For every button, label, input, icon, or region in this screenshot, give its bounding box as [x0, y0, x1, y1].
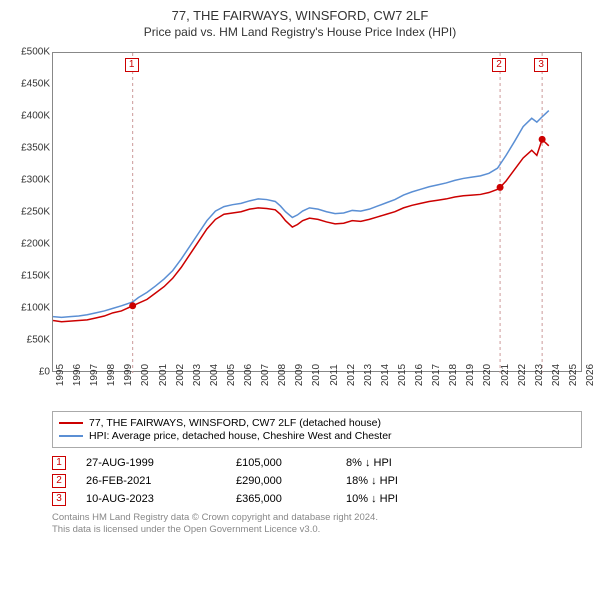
x-tick-label: 2022 [517, 364, 528, 386]
y-tick-label: £50K [27, 335, 50, 346]
sale-diff: 8% ↓ HPI [346, 457, 456, 469]
x-tick-label: 2017 [431, 364, 442, 386]
legend-item-hpi: HPI: Average price, detached house, Ches… [59, 430, 575, 442]
x-tick-label: 2013 [363, 364, 374, 386]
title-area: 77, THE FAIRWAYS, WINSFORD, CW7 2LF Pric… [10, 8, 590, 39]
x-tick-label: 1996 [72, 364, 83, 386]
chart: £0 £50K £100K £150K £200K £250K £300K £350K £400… [10, 47, 590, 407]
plot-svg [53, 53, 583, 373]
attribution: Contains HM Land Registry data © Crown c… [52, 512, 590, 537]
sale-date: 26-FEB-2021 [86, 475, 236, 487]
x-tick-label: 2026 [585, 364, 596, 386]
x-tick-label: 2018 [448, 364, 459, 386]
y-tick-label: £150K [21, 271, 50, 282]
legend-label: HPI: Average price, detached house, Ches… [89, 430, 392, 442]
x-tick-label: 2008 [277, 364, 288, 386]
y-tick-label: £250K [21, 207, 50, 218]
chart-subtitle: Price paid vs. HM Land Registry's House … [10, 25, 590, 39]
y-tick-label: £350K [21, 143, 50, 154]
sales-table: 1 27-AUG-1999 £105,000 8% ↓ HPI 2 26-FEB… [52, 456, 582, 506]
sale-price: £290,000 [236, 475, 346, 487]
y-tick-label: £100K [21, 303, 50, 314]
x-tick-label: 2016 [414, 364, 425, 386]
x-tick-label: 2010 [311, 364, 322, 386]
x-tick-label: 2009 [294, 364, 305, 386]
x-tick-label: 2006 [243, 364, 254, 386]
sale-marker-box: 3 [534, 58, 548, 72]
y-tick-label: £300K [21, 175, 50, 186]
y-tick-label: £450K [21, 79, 50, 90]
x-tick-label: 2020 [482, 364, 493, 386]
x-tick-label: 2023 [534, 364, 545, 386]
x-tick-label: 2005 [226, 364, 237, 386]
x-tick-label: 2001 [158, 364, 169, 386]
attribution-line: This data is licensed under the Open Gov… [52, 524, 590, 536]
sales-row: 1 27-AUG-1999 £105,000 8% ↓ HPI [52, 456, 582, 470]
x-tick-label: 2014 [380, 364, 391, 386]
sales-row: 3 10-AUG-2023 £365,000 10% ↓ HPI [52, 492, 582, 506]
x-tick-label: 1998 [106, 364, 117, 386]
x-tick-label: 2012 [346, 364, 357, 386]
x-tick-label: 2003 [192, 364, 203, 386]
attribution-line: Contains HM Land Registry data © Crown c… [52, 512, 590, 524]
x-tick-label: 2004 [209, 364, 220, 386]
sale-diff: 10% ↓ HPI [346, 493, 456, 505]
plot-area [52, 52, 582, 372]
chart-title: 77, THE FAIRWAYS, WINSFORD, CW7 2LF [10, 8, 590, 23]
x-tick-label: 2024 [551, 364, 562, 386]
x-tick-label: 2011 [329, 364, 340, 386]
y-tick-label: £400K [21, 111, 50, 122]
x-tick-label: 1997 [89, 364, 100, 386]
sale-diff: 18% ↓ HPI [346, 475, 456, 487]
x-tick-label: 2021 [500, 364, 511, 386]
x-tick-label: 2025 [568, 364, 579, 386]
y-tick-label: £200K [21, 239, 50, 250]
legend: 77, THE FAIRWAYS, WINSFORD, CW7 2LF (det… [52, 411, 582, 448]
sale-marker-box: 2 [492, 58, 506, 72]
legend-item-price-paid: 77, THE FAIRWAYS, WINSFORD, CW7 2LF (det… [59, 417, 575, 429]
legend-swatch [59, 422, 83, 424]
legend-swatch [59, 435, 83, 437]
x-tick-label: 2015 [397, 364, 408, 386]
sale-marker-box: 2 [52, 474, 66, 488]
sale-date: 10-AUG-2023 [86, 493, 236, 505]
x-tick-label: 2007 [260, 364, 271, 386]
sale-marker-box: 1 [52, 456, 66, 470]
x-tick-label: 2002 [175, 364, 186, 386]
sale-price: £365,000 [236, 493, 346, 505]
legend-label: 77, THE FAIRWAYS, WINSFORD, CW7 2LF (det… [89, 417, 381, 429]
y-tick-label: £0 [39, 367, 50, 378]
x-tick-label: 2000 [140, 364, 151, 386]
sale-marker-box: 3 [52, 492, 66, 506]
sales-row: 2 26-FEB-2021 £290,000 18% ↓ HPI [52, 474, 582, 488]
sale-price: £105,000 [236, 457, 346, 469]
y-tick-label: £500K [21, 47, 50, 58]
x-tick-label: 1995 [55, 364, 66, 386]
sale-date: 27-AUG-1999 [86, 457, 236, 469]
sale-marker-box: 1 [125, 58, 139, 72]
x-tick-label: 1999 [123, 364, 134, 386]
x-tick-label: 2019 [465, 364, 476, 386]
